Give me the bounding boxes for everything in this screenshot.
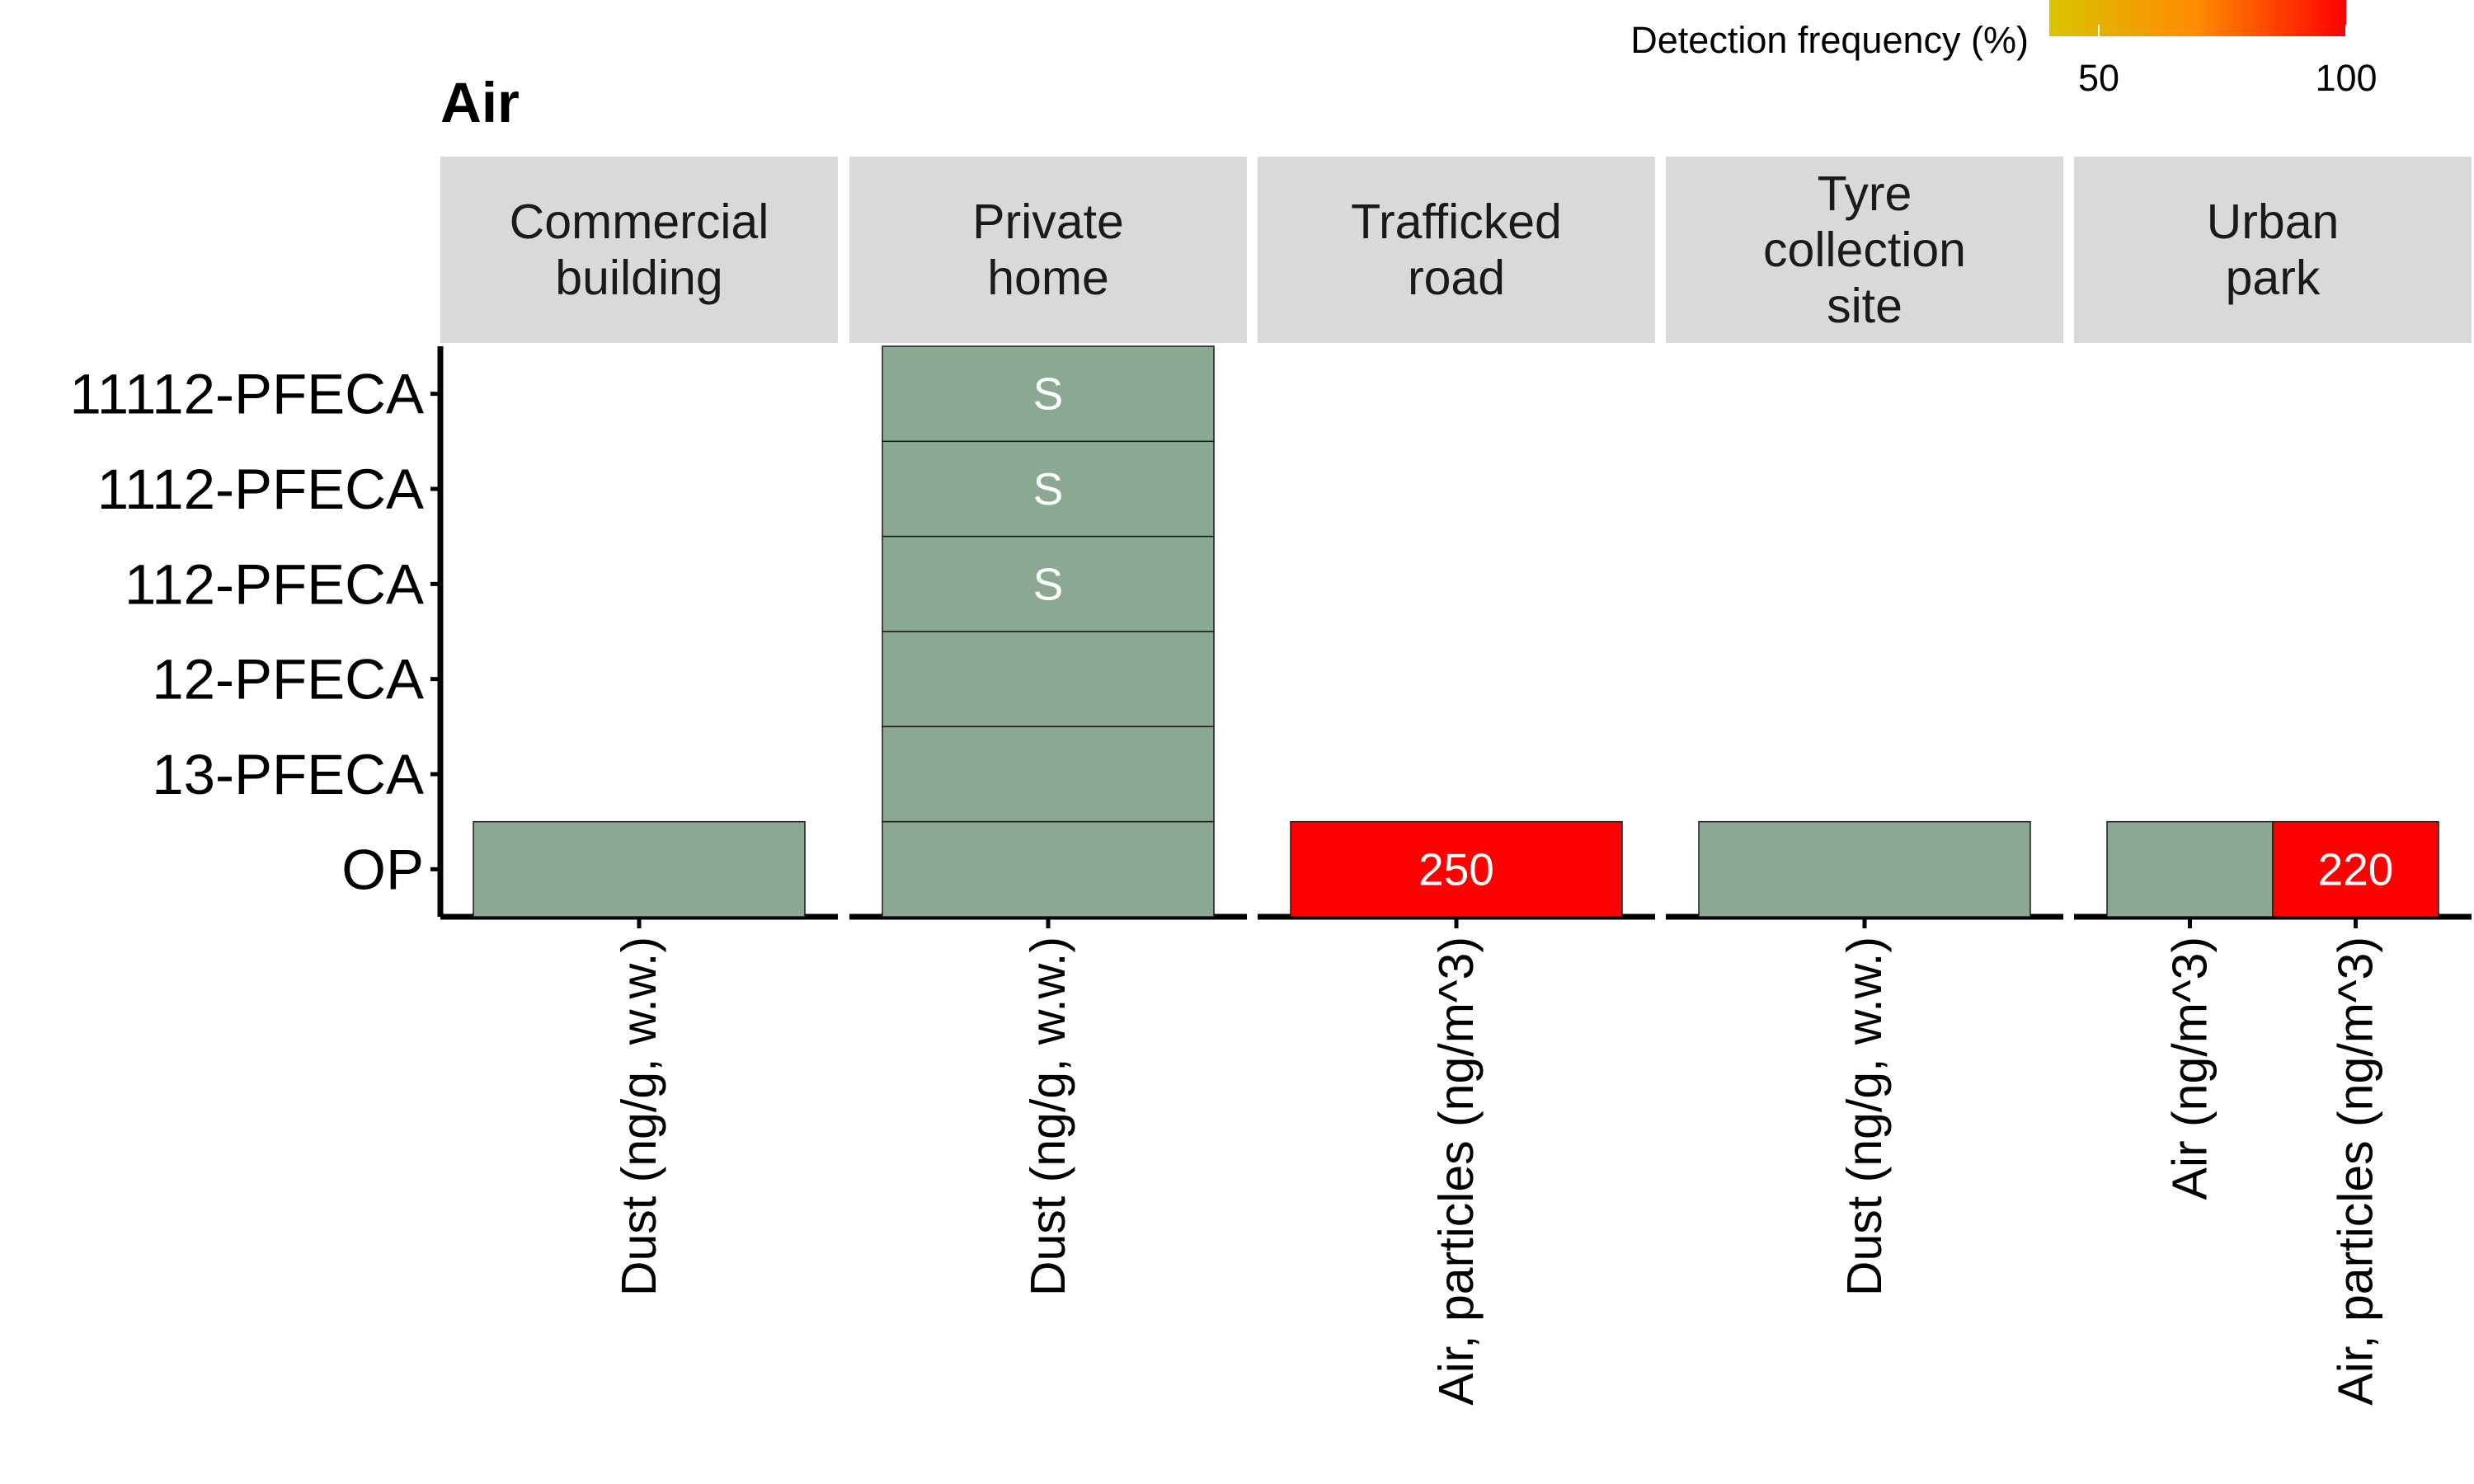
legend-tick-label: 100 bbox=[2315, 57, 2377, 99]
heatmap-cell bbox=[882, 631, 1215, 728]
cell-label: S bbox=[1033, 369, 1064, 420]
heatmap-cell bbox=[1698, 820, 2031, 918]
strip-background bbox=[2074, 157, 2472, 343]
legend-title: Detection frequency (%) bbox=[1630, 19, 2029, 61]
strip-label: building bbox=[555, 251, 722, 305]
strip-label: road bbox=[1408, 251, 1505, 305]
strip-background bbox=[1666, 157, 2063, 343]
strip-label: site bbox=[1827, 279, 1903, 333]
x-tick-label: Air (ng/m^3) bbox=[2163, 937, 2218, 1200]
strip-label: Commercial bbox=[510, 195, 769, 249]
strip-label: Tyre bbox=[1818, 167, 1912, 221]
strip-background bbox=[440, 157, 838, 343]
x-tick-label: Dust (ng/g, w.w.) bbox=[612, 937, 666, 1296]
chart-title: Air bbox=[440, 71, 520, 134]
x-tick-label: Dust (ng/g, w.w.) bbox=[1837, 937, 1892, 1296]
heatmap-cell bbox=[882, 345, 1215, 443]
heatmap-cell bbox=[1290, 820, 1623, 918]
legend-ticks: 50 100 bbox=[2078, 25, 2378, 99]
heatmap-cell bbox=[473, 820, 806, 918]
y-axis: 11112-PFECA 1112-PFECA 112-PFECA 12-PFECA 13… bbox=[69, 346, 444, 917]
heatmap-cell bbox=[882, 535, 1215, 632]
legend-tick-label: 50 bbox=[2078, 57, 2119, 99]
color-legend: Detection frequency (%) 50 100 bbox=[1630, 0, 2378, 99]
cell-label: 250 bbox=[1418, 843, 1494, 895]
strip-label: home bbox=[987, 251, 1109, 305]
y-tick-label: 13-PFECA bbox=[152, 743, 424, 806]
heatmap-cell bbox=[882, 440, 1215, 538]
x-tick-label: Dust (ng/g, w.w.) bbox=[1021, 937, 1075, 1296]
strip-label: park bbox=[2226, 251, 2321, 305]
strip-label: Private bbox=[972, 195, 1124, 249]
strip-label: collection bbox=[1763, 223, 1966, 277]
cell-label: S bbox=[1033, 558, 1064, 609]
cell-label: S bbox=[1033, 463, 1064, 514]
strip-label: Trafficked bbox=[1351, 195, 1562, 249]
strip-background bbox=[1258, 157, 1655, 343]
legend-colorbar bbox=[2049, 0, 2346, 36]
heatmap-cell bbox=[882, 726, 1215, 823]
x-tick-label: Air, particles (ng/m^3) bbox=[2329, 937, 2383, 1406]
heatmap-cell bbox=[2106, 820, 2274, 918]
x-tick-label: Air, particles (ng/m^3) bbox=[1429, 937, 1484, 1406]
strip-label: Urban bbox=[2207, 195, 2340, 249]
heatmap-cell bbox=[882, 820, 1215, 918]
strip-background bbox=[849, 157, 1247, 343]
cell-label: 220 bbox=[2318, 843, 2394, 895]
heatmap-cell bbox=[2272, 820, 2439, 918]
y-tick-label: OP bbox=[341, 838, 424, 901]
y-tick-label: 12-PFECA bbox=[152, 648, 424, 711]
y-tick-label: 1112-PFECA bbox=[97, 458, 424, 521]
y-tick-label: 112-PFECA bbox=[125, 552, 424, 616]
y-tick-label: 11112-PFECA bbox=[69, 363, 424, 426]
